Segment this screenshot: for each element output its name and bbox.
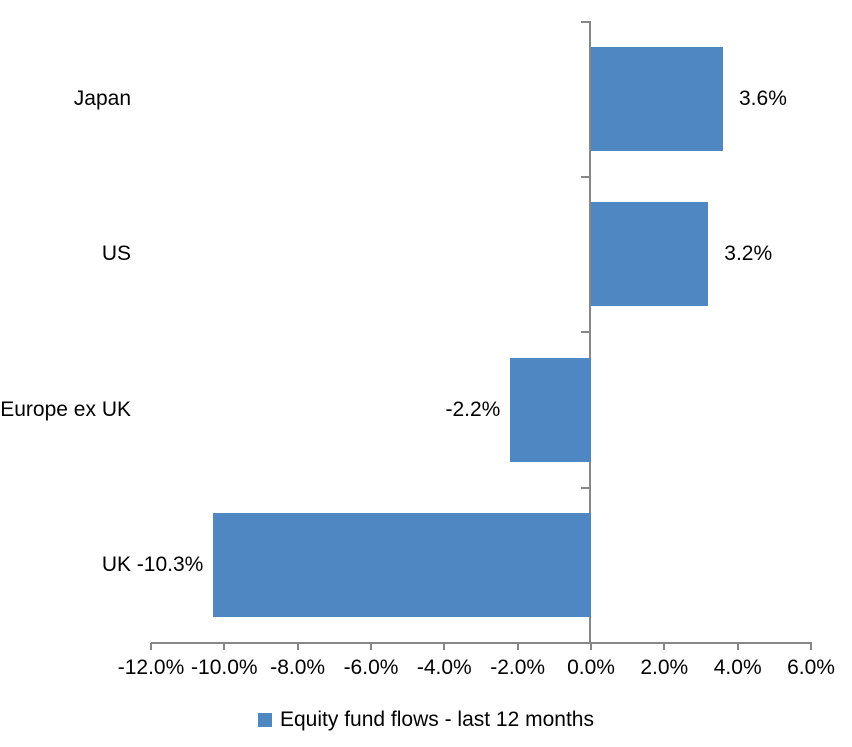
x-axis-tick-label: -6.0% (343, 656, 399, 679)
category-label-europe-ex-uk: Europe ex UK (0, 397, 131, 421)
x-axis-tick-label: 4.0% (713, 656, 762, 679)
value-label-japan: 3.6% (739, 86, 787, 110)
x-axis-tick (150, 643, 152, 650)
x-axis-tick-label: 2.0% (640, 656, 689, 679)
legend-label: Equity fund flows - last 12 months (280, 708, 594, 731)
legend-swatch-icon (258, 713, 272, 727)
x-axis-tick-label: -10.0% (191, 656, 258, 679)
bar-uk (213, 513, 591, 618)
x-axis-tick (370, 643, 372, 650)
x-axis-tick-label: -8.0% (270, 656, 326, 679)
x-axis-tick (736, 643, 739, 650)
value-label-us: 3.2% (724, 242, 773, 266)
x-axis-line (151, 642, 812, 644)
category-label-uk: UK (101, 553, 131, 577)
x-axis-tick-label: -4.0% (416, 656, 472, 679)
category-boundary-tick (581, 487, 591, 489)
x-axis-tick (296, 643, 299, 650)
x-axis-tick (443, 643, 446, 650)
category-boundary-tick (581, 331, 591, 333)
x-axis-tick (223, 643, 226, 650)
legend: Equity fund flows - last 12 months (0, 708, 852, 732)
category-label-us: US (101, 242, 131, 266)
category-label-japan: Japan (73, 86, 131, 110)
x-axis-tick-label: 6.0% (787, 656, 835, 679)
category-boundary-tick (581, 176, 591, 178)
bar-japan (591, 46, 723, 151)
value-label-europe-ex-uk: -2.2% (445, 397, 501, 421)
x-axis-tick (663, 643, 666, 650)
category-boundary-tick (581, 21, 591, 23)
bar-us (591, 202, 709, 307)
x-axis-tick (590, 643, 592, 650)
x-axis-tick-label: 0.0% (567, 656, 615, 679)
x-axis-tick (516, 643, 519, 650)
bar-europe-ex-uk (510, 357, 591, 462)
x-axis-tick (810, 643, 812, 650)
x-axis-tick-label: -12.0% (117, 656, 185, 679)
value-label-uk: -10.3% (136, 553, 204, 577)
x-axis-tick-label: -2.0% (490, 656, 546, 679)
